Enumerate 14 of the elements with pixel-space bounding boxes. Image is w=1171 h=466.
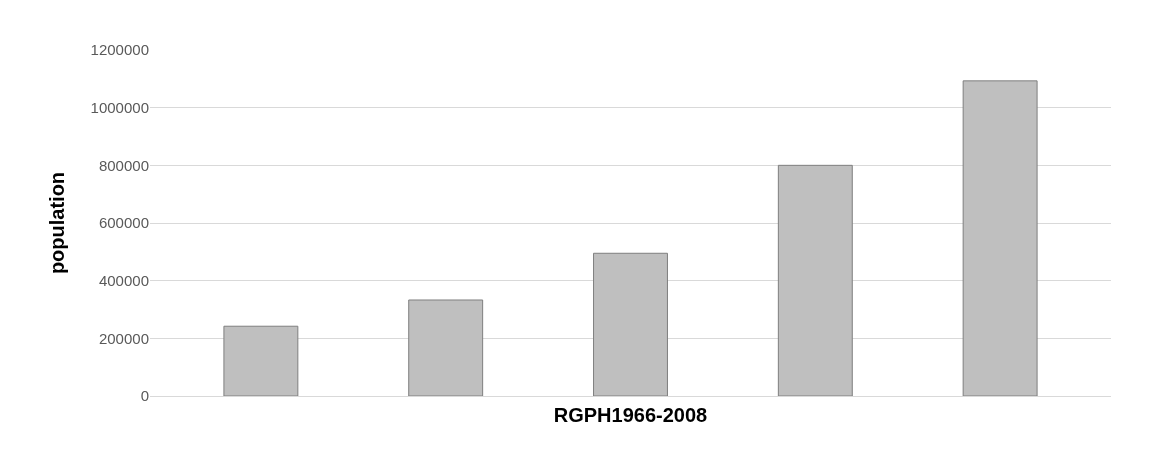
y-tick-label: 1000000 <box>90 98 149 116</box>
y-tick-label: 0 <box>140 387 149 405</box>
y-tick-label: 200000 <box>98 329 149 347</box>
y-tick-label: 1200000 <box>90 41 149 59</box>
bar <box>593 252 668 396</box>
y-axis-title: population <box>46 171 69 275</box>
y-tick-label: 400000 <box>98 271 149 289</box>
bar <box>408 299 484 396</box>
bar <box>962 80 1038 396</box>
y-tick-label: 800000 <box>98 156 149 174</box>
y-tick-label: 600000 <box>98 214 149 232</box>
x-axis-title: RGPH1966-2008 <box>553 403 708 426</box>
bar <box>223 325 299 396</box>
bar <box>777 164 853 396</box>
